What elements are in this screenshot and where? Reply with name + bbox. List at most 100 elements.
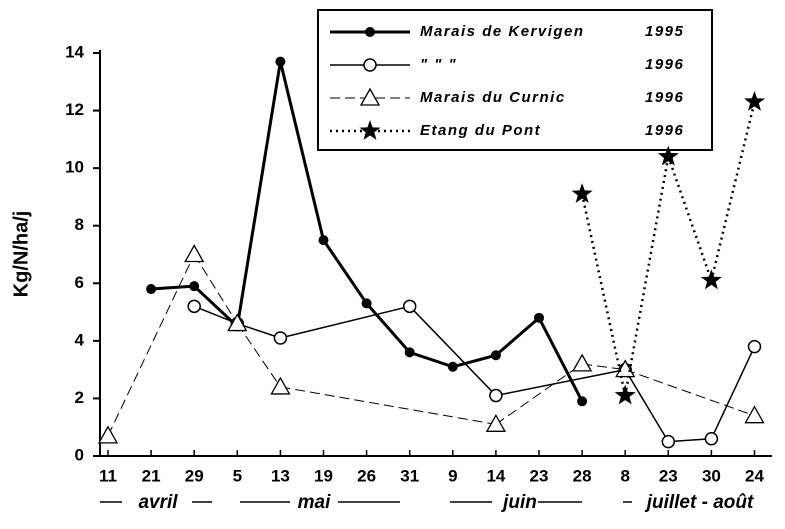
legend-name: Marais de Kervigen (420, 23, 585, 40)
point (571, 353, 593, 372)
legend-marker (365, 27, 375, 37)
series-line (495, 363, 583, 425)
series-line (280, 305, 410, 339)
series-line (495, 368, 626, 397)
point (187, 299, 201, 314)
x-tick-label: 29 (185, 466, 204, 485)
x-tick-label: 24 (745, 466, 764, 485)
x-tick-label: 31 (400, 466, 419, 485)
series-line (582, 363, 626, 371)
series-line (193, 285, 239, 328)
month-label: juillet - août (644, 492, 754, 513)
series-line (236, 323, 281, 388)
series-line (624, 369, 669, 442)
series-line (623, 156, 670, 396)
legend-period: 1995 (645, 23, 684, 40)
x-tick-label: 11 (99, 466, 117, 485)
series-line (322, 239, 368, 305)
point (404, 347, 415, 358)
y-tick-label: 2 (75, 388, 84, 407)
legend-period: 1996 (645, 89, 684, 106)
y-tick-label: 0 (75, 445, 84, 464)
month-label: avril (138, 492, 178, 513)
x-tick-label: 26 (357, 466, 376, 485)
series-line (580, 193, 627, 396)
x-tick-label: 14 (486, 466, 505, 485)
point (146, 284, 157, 295)
point (273, 331, 288, 345)
legend-name: Etang du Pont (420, 122, 541, 139)
point (318, 235, 329, 246)
series-line (237, 322, 281, 339)
series-line (193, 254, 238, 324)
x-tick-label: 23 (659, 466, 678, 485)
series-line (710, 346, 756, 440)
y-tick-label: 12 (65, 100, 84, 119)
series-line (365, 302, 411, 354)
legend-marker (359, 87, 381, 106)
x-tick-label: 28 (573, 466, 592, 485)
y-axis-label: Kg/N/ha/j (10, 211, 32, 298)
point (227, 313, 248, 332)
legend-marker (359, 120, 381, 140)
point (744, 405, 765, 424)
x-tick-label: 13 (271, 466, 290, 485)
series-line (710, 101, 756, 281)
series-line (537, 317, 584, 402)
y-tick-label: 8 (75, 215, 84, 234)
month-label: juin (500, 492, 537, 513)
point (534, 312, 544, 323)
series-line (409, 350, 454, 369)
legend-period: 1996 (645, 56, 684, 73)
point (614, 384, 636, 405)
point (402, 299, 417, 314)
series-line (151, 284, 195, 291)
legend-name: " " " (420, 56, 457, 73)
point (747, 339, 762, 354)
point (577, 396, 588, 407)
point (489, 388, 503, 403)
y-tick-label: 14 (65, 42, 84, 61)
legend-name: Marais du Curnic (420, 89, 566, 106)
point (615, 359, 636, 378)
series-line (280, 386, 496, 425)
point (485, 414, 507, 432)
x-tick-label: 30 (702, 466, 721, 485)
point (700, 269, 722, 290)
series-line (625, 369, 755, 417)
point (189, 281, 200, 292)
point (361, 298, 372, 309)
point (275, 56, 286, 67)
series-line (107, 254, 195, 437)
point (744, 90, 765, 111)
series-line (668, 437, 712, 443)
x-tick-label: 23 (530, 466, 549, 485)
series-line (494, 316, 540, 357)
legend-marker (363, 58, 377, 72)
series-line (409, 305, 497, 397)
series-line (193, 305, 238, 325)
y-tick-label: 6 (75, 273, 84, 292)
series-line (235, 61, 282, 327)
y-tick-label: 10 (65, 158, 84, 177)
point (657, 145, 679, 166)
point (97, 425, 119, 444)
series-line (452, 353, 497, 369)
x-tick-label: 21 (142, 466, 161, 485)
point (270, 376, 291, 395)
point (490, 350, 501, 361)
x-tick-label: 19 (314, 466, 333, 485)
point (704, 431, 719, 446)
series-line (278, 61, 325, 241)
point (447, 361, 458, 372)
point (184, 244, 205, 263)
month-label: mai (298, 492, 331, 513)
series-line (667, 156, 713, 281)
point (661, 434, 676, 449)
x-tick-label: 9 (448, 466, 457, 485)
x-tick-label: 5 (233, 466, 242, 485)
x-tick-label: 8 (620, 466, 629, 485)
point (571, 183, 593, 203)
legend-period: 1996 (645, 122, 684, 139)
